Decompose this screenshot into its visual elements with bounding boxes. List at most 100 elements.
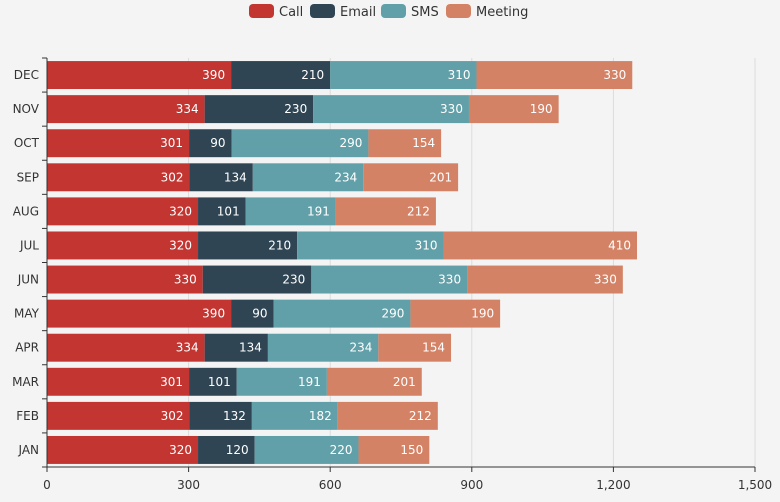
bar-value-label: 330 [174, 273, 197, 287]
bar-oct-email [189, 129, 232, 158]
legend-swatch-sms [381, 4, 406, 18]
bar-value-label: 301 [160, 375, 183, 389]
bar-value-label: 220 [330, 443, 353, 457]
bar-may-call [47, 299, 232, 328]
bar-value-label: 290 [340, 136, 363, 150]
legend-label-meeting: Meeting [476, 5, 528, 20]
bar-nov-sms [313, 95, 469, 124]
y-tick-label-oct: OCT [14, 136, 40, 150]
bar-oct-meeting [368, 129, 442, 158]
bar-feb-email [189, 401, 252, 430]
bar-value-label: 90 [210, 136, 225, 150]
bar-feb-sms [251, 401, 338, 430]
bar-jun-meeting [467, 265, 623, 294]
bar-oct-call [47, 129, 190, 158]
bar-sep-sms [252, 163, 364, 192]
bar-feb-meeting [337, 401, 438, 430]
legend-item-email[interactable]: Email [310, 4, 376, 20]
bar-value-label: 101 [217, 204, 240, 218]
y-tick-label-jul: JUL [19, 238, 39, 252]
bar-jun-sms [311, 265, 468, 294]
bar-aug-call [47, 197, 199, 226]
bar-value-label: 310 [415, 238, 438, 252]
x-axis: 0 300 600 900 1,200 1,500 [43, 466, 772, 492]
bar-mar-email [189, 367, 237, 396]
bar-aug-email [198, 197, 246, 226]
x-tick-label: 300 [177, 478, 200, 492]
bar-jun-email [202, 265, 312, 294]
bar-dec-email [231, 61, 331, 90]
bar-value-label: 150 [400, 443, 423, 457]
legend-swatch-email [310, 4, 335, 18]
bar-value-label: 310 [448, 68, 471, 82]
bar-oct-sms [231, 129, 369, 158]
y-tick-label-feb: FEB [16, 409, 39, 423]
bar-value-label: 330 [440, 102, 463, 116]
legend-item-sms[interactable]: SMS [381, 4, 439, 20]
bar-jul-sms [297, 231, 444, 260]
bar-apr-call [47, 333, 205, 362]
bar-sep-call [47, 163, 190, 192]
legend-swatch-call [249, 4, 274, 18]
bar-value-label: 230 [282, 273, 305, 287]
bar-apr-email [204, 333, 268, 362]
legend-label-call: Call [279, 5, 303, 20]
bar-value-label: 154 [412, 136, 435, 150]
bar-value-label: 190 [530, 102, 553, 116]
bar-value-label: 290 [382, 307, 405, 321]
bar-value-label: 410 [608, 238, 631, 252]
y-tick-label-jun: JUN [17, 273, 39, 287]
bar-value-label: 230 [284, 102, 307, 116]
y-tick-label-apr: APR [15, 341, 39, 355]
bar-feb-call [47, 401, 190, 430]
bar-apr-meeting [378, 333, 452, 362]
bar-dec-sms [330, 61, 477, 90]
bar-value-label: 320 [169, 443, 192, 457]
legend-item-call[interactable]: Call [249, 4, 303, 20]
bar-mar-sms [236, 367, 327, 396]
bar-value-label: 330 [594, 273, 617, 287]
bar-jun-call [47, 265, 203, 294]
bar-value-label: 330 [603, 68, 626, 82]
legend-item-meeting[interactable]: Meeting [446, 4, 528, 20]
bar-aug-meeting [335, 197, 436, 226]
bar-mar-meeting [326, 367, 422, 396]
bar-value-label: 201 [393, 375, 416, 389]
bar-value-label: 120 [226, 443, 249, 457]
bar-value-label: 201 [429, 170, 452, 184]
y-tick-label-jan: JAN [17, 443, 39, 457]
x-tick-label: 900 [460, 478, 483, 492]
bar-sep-email [189, 163, 253, 192]
bar-value-label: 210 [268, 238, 291, 252]
bar-value-label: 154 [422, 341, 445, 355]
bar-value-label: 132 [223, 409, 246, 423]
bar-dec-call [47, 61, 232, 90]
bar-may-email [231, 299, 274, 328]
legend-label-sms: SMS [411, 5, 439, 20]
bar-sep-meeting [363, 163, 459, 192]
bar-value-labels: 320 120 220 150 302 132 182 212 301 101 191 201 334 1… [160, 68, 631, 457]
bar-may-meeting [410, 299, 501, 328]
y-axis: JAN FEB MAR APR MAY JUN JUL AUG SEP OCT NOV DEC [12, 57, 48, 468]
y-tick-label-may: MAY [14, 307, 40, 321]
bar-value-label: 334 [176, 102, 199, 116]
bar-nov-call [47, 95, 205, 124]
x-tick-label: 1,500 [738, 478, 772, 492]
bars [47, 61, 637, 464]
bar-nov-meeting [468, 95, 559, 124]
bar-jan-meeting [358, 435, 430, 464]
bar-value-label: 191 [298, 375, 321, 389]
bar-jan-email [198, 435, 255, 464]
bar-value-label: 134 [224, 170, 247, 184]
x-tick-label: 600 [319, 478, 342, 492]
bar-value-label: 302 [161, 409, 184, 423]
bar-value-label: 101 [208, 375, 231, 389]
bar-jan-call [47, 435, 199, 464]
bar-value-label: 302 [161, 170, 184, 184]
bar-jan-sms [254, 435, 359, 464]
bar-jul-email [198, 231, 298, 260]
y-tick-label-mar: MAR [12, 375, 39, 389]
bar-value-label: 234 [349, 341, 372, 355]
chart-legend[interactable]: Call Email SMS Meeting [249, 4, 528, 20]
